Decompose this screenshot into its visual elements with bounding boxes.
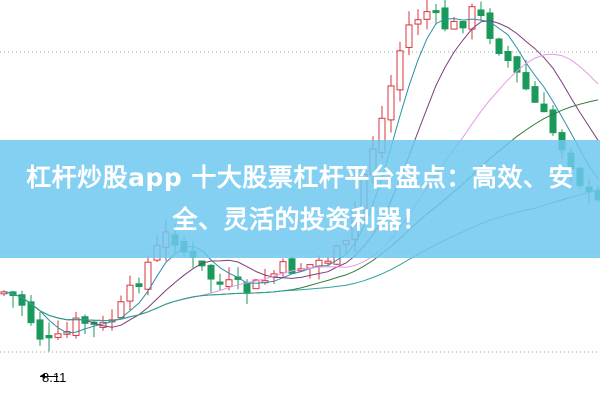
candle-body (405, 24, 413, 48)
low-price-arrow-icon (40, 373, 58, 379)
article-title: 杠杆炒股app 十大股票杠杆平台盘点：高效、安全、灵活的投资利器！ (26, 163, 574, 234)
candle-body (27, 301, 35, 324)
candle-body (54, 333, 62, 338)
moving-average-line (3, 17, 599, 334)
candle-body (468, 6, 476, 30)
candle-body (117, 301, 125, 319)
candle-body (135, 283, 143, 288)
candle-body (234, 276, 242, 280)
candle-body (432, 10, 440, 14)
candle-body (414, 19, 422, 25)
candle-body (36, 319, 44, 340)
candle-body (126, 284, 134, 302)
candle-body (72, 317, 80, 336)
candle-body (243, 281, 251, 293)
candle-body (252, 279, 260, 290)
candle-body (486, 12, 494, 39)
candle-body (423, 11, 431, 20)
candle-body (513, 56, 521, 73)
candle-body (459, 21, 467, 29)
candle-body (45, 334, 53, 339)
candle-body (450, 20, 458, 30)
candle-body (288, 258, 296, 274)
candle-body (144, 261, 152, 290)
candle-body (216, 281, 224, 285)
title-banner: 杠杆炒股app 十大股票杠杆平台盘点：高效、安全、灵活的投资利器！ (0, 140, 600, 258)
moving-average-line (3, 20, 599, 328)
candle-body (441, 7, 449, 30)
candle-body (495, 38, 503, 54)
candle-body (396, 50, 404, 91)
candle-body (207, 264, 215, 280)
candle-body (549, 109, 557, 134)
candle-body (225, 279, 233, 288)
candle-body (504, 50, 512, 62)
candle-body (522, 72, 530, 90)
candle-body (324, 260, 332, 264)
candle-body (387, 85, 395, 121)
low-price-label: 8.11 (42, 370, 67, 385)
candle-body (531, 86, 539, 103)
candle-body (279, 261, 287, 274)
candle-body (540, 103, 548, 113)
candle-body (477, 9, 485, 16)
